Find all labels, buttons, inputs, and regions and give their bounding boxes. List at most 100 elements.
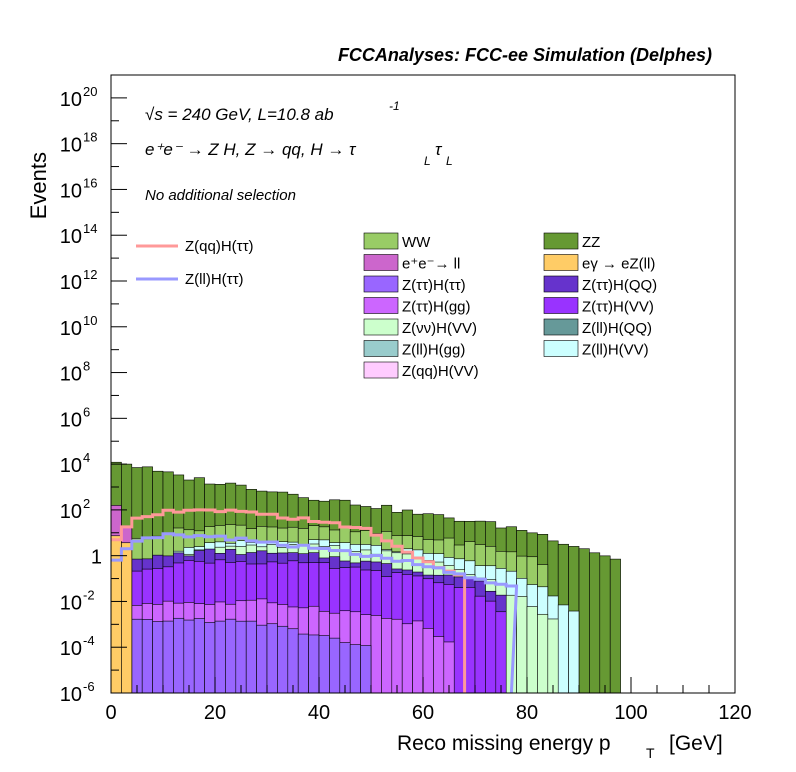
legend-item-z-h-gg: Z(ττ)H(gg) (363, 297, 471, 316)
svg-text:14: 14 (83, 221, 97, 236)
process-subscript-2: L (446, 154, 453, 168)
x-axis-label: Reco missing energy p (397, 732, 611, 755)
legend-swatch (543, 340, 579, 357)
y-tick-label: 10 6 (60, 404, 90, 431)
bar-z-h (349, 644, 361, 694)
legend-label: Z(ττ)H(QQ) (582, 277, 657, 294)
x-axis-title: Reco missing energy p T [GeV] (397, 732, 723, 761)
process-annotation: e⁺e⁻ → Z H, Z → qq, H → τ L τ L (145, 140, 453, 168)
legend-swatch (363, 297, 399, 314)
svg-text:-4: -4 (83, 633, 95, 648)
svg-text:4: 4 (83, 450, 90, 465)
svg-text:10: 10 (60, 455, 82, 477)
svg-text:2: 2 (83, 496, 90, 511)
energy-label: √s = 240 GeV, L=10.8 ab (145, 105, 334, 124)
bar-z-h-vv (547, 618, 559, 694)
legend-item-z-ll-h: Z(ll)H(ττ) (136, 271, 244, 288)
legend-swatch (543, 297, 579, 314)
bar-z-h (318, 635, 330, 694)
bar-z-h (277, 625, 289, 694)
legend-item-z-qq-h: Z(qq)H(ττ) (136, 238, 254, 255)
bar-z-ll-h-vv (568, 610, 580, 694)
bar-z-h (256, 624, 268, 694)
svg-text:10: 10 (83, 313, 97, 328)
legend-label: Z(qq)H(ττ) (185, 238, 254, 255)
legend-swatch (363, 275, 399, 293)
legend-swatch (363, 232, 399, 250)
legend-item-z-ll-h-gg: Z(ll)H(gg) (363, 340, 465, 359)
x-tick-label: 80 (516, 702, 538, 724)
legend-label: Z(ll)H(QQ) (582, 320, 652, 337)
x-tick-label: 20 (204, 702, 226, 724)
svg-text:20: 20 (83, 84, 97, 99)
bar-z-h (162, 620, 174, 694)
legend-label: Z(ll)H(gg) (402, 342, 465, 359)
svg-text:10: 10 (60, 226, 82, 248)
process-label: e⁺e⁻ → Z H, Z → qq, H → τ (145, 140, 357, 159)
legend-swatch (543, 318, 579, 336)
bar-z-h-vv (464, 587, 476, 694)
bar-z-h-gg (391, 618, 403, 694)
legend-swatch (543, 275, 579, 293)
svg-text:8: 8 (83, 359, 90, 374)
legend-swatch (363, 318, 399, 336)
line-z-qq-h (111, 508, 467, 693)
svg-text:10: 10 (60, 684, 82, 706)
legend-label: eγ → eZ(ll) (582, 256, 655, 273)
bar-z-h (173, 617, 185, 694)
bar-z-h-vv (485, 600, 497, 694)
legend-item-z-h-qq: Z(ττ)H(QQ) (543, 275, 657, 294)
bar-z-h-vv (516, 596, 528, 694)
bar-zz (578, 548, 590, 694)
x-axis-unit: [GeV] (669, 732, 723, 755)
legend-item-e-e-ll: e⁺e⁻→ ll (363, 254, 460, 273)
legend-swatch (363, 361, 399, 379)
chart-title: FCCAnalyses: FCC-ee Simulation (Delphes) (338, 45, 712, 65)
bar-z-h-vv (526, 606, 538, 694)
bar-z-h-vv (537, 613, 549, 694)
svg-text:10: 10 (60, 638, 82, 660)
legend-label: Z(νν)H(VV) (402, 320, 477, 337)
legend-item-z-h: Z(ττ)H(ττ) (363, 275, 466, 294)
legend-item-z-ll-h-vv: Z(ll)H(VV) (543, 340, 649, 359)
svg-text:-6: -6 (83, 679, 95, 694)
y-tick-label: 10 18 (60, 130, 98, 157)
legend-item-ww: WW (363, 232, 431, 251)
y-tick-label: 10 -2 (60, 587, 95, 614)
legend: Z(qq)H(ττ) Z(ll)H(ττ) WW ZZ e⁺e⁻→ ll eγ → eZ(… (136, 232, 657, 380)
bar-z-h (225, 618, 237, 694)
legend-item-z-h-vv: Z(ττ)H(VV) (543, 297, 654, 316)
stacked-histogram (110, 461, 621, 694)
legend-item-z-qq-h-vv: Z(qq)H(VV) (363, 361, 479, 380)
bar-z-h (360, 645, 372, 694)
legend-label: Z(ll)H(ττ) (185, 271, 244, 288)
x-axis-subscript: T (646, 745, 655, 761)
y-tick-label: 10 4 (60, 450, 90, 477)
svg-text:10: 10 (60, 409, 82, 431)
bar-z-h-gg (370, 615, 382, 694)
svg-text:10: 10 (60, 89, 82, 111)
y-tick-label: 10 12 (60, 267, 98, 294)
svg-text:10: 10 (60, 180, 82, 202)
bar-z-h-vv (495, 611, 507, 694)
x-tick-label: 60 (412, 702, 434, 724)
legend-label: Z(ττ)H(gg) (402, 299, 471, 316)
legend-swatch (363, 340, 399, 357)
process-tau-2: τ (435, 140, 443, 159)
svg-text:10: 10 (60, 135, 82, 157)
y-tick-label: 10 10 (60, 313, 98, 340)
y-tick-label: 10 16 (60, 175, 98, 202)
y-tick-label: 1 (91, 547, 102, 569)
selection-label: No additional selection (145, 187, 296, 204)
bar-z-h (152, 621, 164, 694)
svg-text:6: 6 (83, 404, 90, 419)
bar-z-h-gg (401, 623, 413, 694)
energy-annotation: √s = 240 GeV, L=10.8 ab -1 (145, 99, 400, 124)
legend-label: ZZ (582, 234, 600, 251)
y-tick-label: 10 -6 (60, 679, 95, 706)
process-subscript: L (424, 154, 431, 168)
bar-z-h (141, 619, 153, 694)
y-tick-label: 10 20 (60, 84, 98, 111)
